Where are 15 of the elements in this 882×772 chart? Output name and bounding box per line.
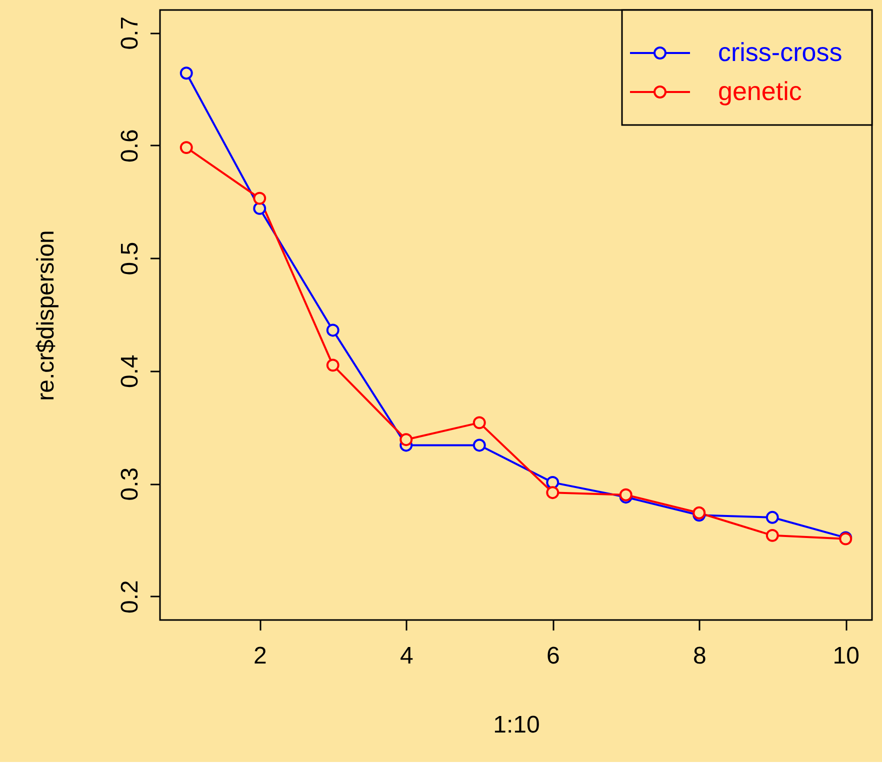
y-tick-label: 0.2 <box>116 580 144 614</box>
y-tick-label: 0.6 <box>116 129 144 162</box>
x-tick-label: 4 <box>400 642 414 670</box>
legend-label: criss-cross <box>718 37 842 67</box>
y-tick-label: 0.5 <box>116 242 144 276</box>
y-axis-title: re.cr$dispersion <box>32 230 60 401</box>
x-axis-title: 1:10 <box>493 712 540 738</box>
legend-label: genetic <box>718 76 802 106</box>
y-tick-label: 0.4 <box>116 354 144 388</box>
x-tick-label: 2 <box>253 642 267 670</box>
y-tick-label: 0.7 <box>116 16 144 50</box>
y-tick-label: 0.3 <box>116 467 144 501</box>
x-tick-label: 10 <box>832 642 860 670</box>
x-tick-label: 8 <box>692 642 706 670</box>
x-tick-label: 6 <box>546 642 560 670</box>
